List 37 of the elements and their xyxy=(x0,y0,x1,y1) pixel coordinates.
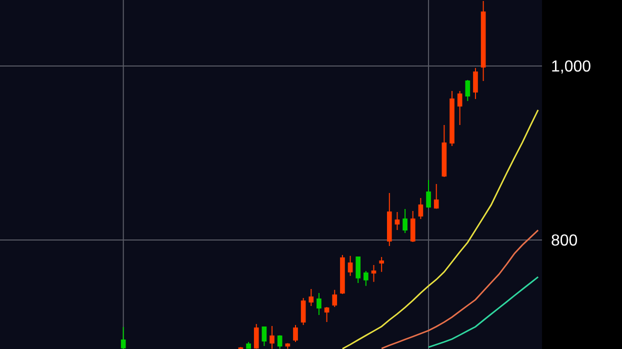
candlestick xyxy=(340,254,345,294)
candlestick xyxy=(371,264,376,282)
candlestick xyxy=(386,192,392,246)
candlestick xyxy=(457,90,462,126)
candlestick xyxy=(450,90,454,146)
candlestick xyxy=(254,323,259,349)
candlestick xyxy=(402,208,408,234)
candlestick xyxy=(120,326,126,349)
candlestick xyxy=(465,79,470,102)
candlestick xyxy=(348,255,353,276)
line-series xyxy=(342,109,539,349)
line-series xyxy=(380,229,539,349)
candlestick xyxy=(293,324,298,342)
candlestick xyxy=(332,289,338,308)
candlestick xyxy=(480,0,486,82)
candlestick xyxy=(410,210,416,242)
candlestick xyxy=(300,297,306,326)
candlestick xyxy=(418,197,424,220)
candlestick xyxy=(394,211,400,230)
candlestick xyxy=(262,326,267,346)
candlestick xyxy=(473,68,478,100)
candlestick xyxy=(364,270,368,286)
candlestick xyxy=(356,256,361,284)
y-tick-label: 1,000 xyxy=(551,58,592,76)
candlestick xyxy=(379,256,384,272)
candlestick xyxy=(316,292,322,316)
candlestick xyxy=(277,334,282,349)
candlestick xyxy=(308,288,314,306)
candlestick xyxy=(270,325,274,349)
candlestick xyxy=(426,179,431,208)
candlestick xyxy=(442,124,447,178)
candlestick xyxy=(246,341,251,349)
candlestick xyxy=(285,342,290,349)
line-series xyxy=(428,276,539,348)
candlestick xyxy=(434,183,439,210)
y-tick-label: 800 xyxy=(551,232,578,250)
candlestick xyxy=(324,306,330,322)
